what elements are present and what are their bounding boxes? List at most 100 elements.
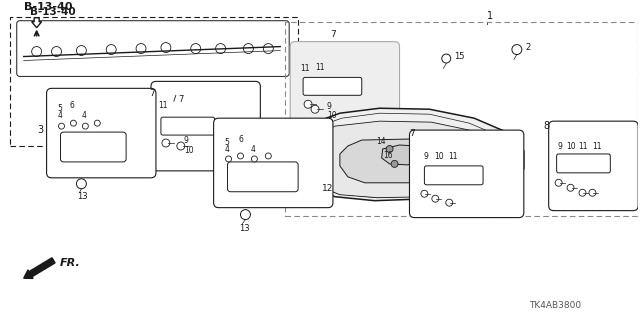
Text: 7: 7 — [178, 95, 183, 104]
Circle shape — [266, 153, 271, 159]
Text: 13: 13 — [77, 192, 88, 201]
Circle shape — [106, 44, 116, 54]
Circle shape — [386, 146, 393, 152]
FancyBboxPatch shape — [228, 162, 298, 192]
Circle shape — [152, 103, 159, 110]
Circle shape — [311, 105, 319, 113]
Circle shape — [391, 160, 398, 167]
Circle shape — [162, 139, 170, 147]
Polygon shape — [489, 133, 507, 142]
Text: 7: 7 — [330, 30, 336, 39]
Text: B-13-40: B-13-40 — [24, 2, 72, 12]
Text: 4: 4 — [250, 145, 255, 154]
Text: 16: 16 — [383, 151, 393, 160]
Circle shape — [31, 47, 42, 57]
Text: 9: 9 — [424, 152, 428, 161]
Polygon shape — [295, 108, 524, 201]
Circle shape — [446, 199, 452, 206]
Text: 10: 10 — [435, 152, 444, 161]
Text: 5: 5 — [58, 104, 62, 113]
Circle shape — [70, 120, 76, 126]
FancyArrow shape — [31, 18, 42, 28]
Text: 6: 6 — [70, 101, 74, 110]
Circle shape — [432, 195, 439, 202]
Text: 11: 11 — [448, 152, 458, 161]
Text: 10: 10 — [566, 142, 576, 151]
Text: 11: 11 — [315, 63, 324, 72]
Circle shape — [421, 190, 428, 197]
Circle shape — [191, 44, 201, 53]
Text: 3: 3 — [38, 125, 44, 135]
Circle shape — [136, 44, 146, 53]
Text: 7: 7 — [149, 89, 155, 98]
Text: 9: 9 — [327, 102, 332, 111]
Circle shape — [58, 123, 65, 129]
Polygon shape — [381, 145, 424, 165]
Circle shape — [76, 179, 86, 189]
FancyBboxPatch shape — [47, 88, 156, 178]
Circle shape — [161, 43, 171, 52]
Bar — [285, 22, 638, 216]
Circle shape — [83, 123, 88, 129]
FancyBboxPatch shape — [424, 166, 483, 185]
FancyBboxPatch shape — [17, 21, 289, 76]
Circle shape — [579, 189, 586, 196]
Circle shape — [416, 163, 423, 169]
FancyBboxPatch shape — [303, 77, 362, 95]
Text: 4: 4 — [58, 111, 62, 120]
Circle shape — [225, 156, 232, 162]
Text: 4: 4 — [225, 145, 229, 154]
FancyBboxPatch shape — [290, 42, 399, 126]
FancyBboxPatch shape — [151, 81, 260, 171]
Text: 13: 13 — [239, 223, 250, 233]
FancyBboxPatch shape — [410, 130, 524, 218]
Text: 8: 8 — [544, 121, 550, 131]
Text: 11: 11 — [158, 101, 168, 110]
Bar — [10, 17, 298, 146]
Circle shape — [241, 210, 250, 220]
Circle shape — [589, 189, 596, 196]
Circle shape — [216, 44, 225, 53]
Text: 14: 14 — [377, 137, 387, 146]
Text: 9: 9 — [184, 136, 189, 145]
FancyBboxPatch shape — [61, 132, 126, 162]
Circle shape — [411, 149, 418, 156]
Circle shape — [94, 120, 100, 126]
Polygon shape — [308, 121, 507, 198]
Text: 10: 10 — [327, 111, 337, 120]
FancyBboxPatch shape — [557, 154, 611, 173]
Circle shape — [172, 87, 180, 95]
Text: 2: 2 — [526, 43, 531, 52]
Circle shape — [177, 142, 185, 150]
Circle shape — [304, 100, 312, 108]
FancyBboxPatch shape — [161, 117, 214, 135]
Text: FR.: FR. — [60, 258, 80, 268]
Text: 6: 6 — [239, 135, 243, 144]
Text: 4: 4 — [81, 111, 86, 120]
Circle shape — [252, 156, 257, 162]
Circle shape — [567, 184, 574, 191]
Text: 1: 1 — [487, 11, 493, 21]
Circle shape — [243, 44, 253, 53]
Circle shape — [442, 54, 451, 63]
Text: TK4AB3800: TK4AB3800 — [529, 300, 581, 309]
Text: 7: 7 — [410, 129, 415, 138]
Circle shape — [237, 153, 243, 159]
Text: 5: 5 — [225, 138, 229, 147]
FancyBboxPatch shape — [214, 118, 333, 208]
Text: 12: 12 — [322, 184, 333, 193]
Circle shape — [76, 45, 86, 56]
Text: 11: 11 — [300, 64, 310, 73]
FancyArrow shape — [24, 258, 55, 278]
Text: 9: 9 — [557, 142, 563, 151]
Circle shape — [555, 179, 562, 186]
Text: 11: 11 — [579, 142, 588, 151]
Circle shape — [512, 44, 522, 54]
Text: 11: 11 — [593, 142, 602, 151]
Polygon shape — [340, 139, 457, 183]
Circle shape — [52, 47, 61, 57]
Circle shape — [263, 44, 273, 53]
Text: B-13-40: B-13-40 — [29, 7, 76, 17]
Text: 10: 10 — [184, 146, 193, 155]
FancyBboxPatch shape — [548, 121, 638, 211]
